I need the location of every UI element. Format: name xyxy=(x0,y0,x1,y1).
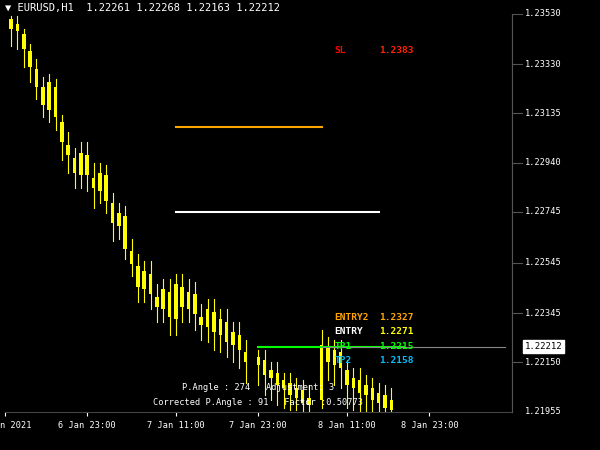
Bar xyxy=(174,284,178,320)
Text: 1.2215: 1.2215 xyxy=(379,342,413,351)
Bar xyxy=(307,398,311,405)
Bar xyxy=(206,309,209,327)
Bar xyxy=(98,173,101,190)
Bar xyxy=(238,335,241,350)
Bar xyxy=(155,297,158,307)
Bar xyxy=(282,380,286,388)
Text: 1.2271: 1.2271 xyxy=(379,327,413,336)
Text: ▼ EURUSD,H1  1.22261 1.22268 1.22163 1.22212: ▼ EURUSD,H1 1.22261 1.22268 1.22163 1.22… xyxy=(5,3,280,13)
Bar xyxy=(67,145,70,155)
Bar xyxy=(35,69,38,87)
Bar xyxy=(161,289,165,309)
Bar xyxy=(352,378,355,388)
Bar xyxy=(130,251,133,264)
Bar xyxy=(257,357,260,365)
Text: 1.23530: 1.23530 xyxy=(525,9,562,18)
Bar xyxy=(231,332,235,345)
Bar xyxy=(187,292,190,309)
Text: ENTRY: ENTRY xyxy=(334,327,363,336)
Bar xyxy=(275,373,279,385)
Text: ENTRY2: ENTRY2 xyxy=(334,313,369,322)
Bar xyxy=(28,51,32,67)
Text: 1.2383: 1.2383 xyxy=(379,46,413,55)
Bar xyxy=(16,23,19,31)
Bar xyxy=(199,317,203,324)
Bar xyxy=(181,287,184,307)
Bar xyxy=(345,370,349,385)
Bar xyxy=(371,388,374,400)
Text: 1.22212: 1.22212 xyxy=(525,342,562,351)
Bar xyxy=(225,322,229,342)
Bar xyxy=(47,82,51,110)
Text: 1.23330: 1.23330 xyxy=(525,59,562,68)
Text: 1.2327: 1.2327 xyxy=(379,313,413,322)
Text: 1.22345: 1.22345 xyxy=(525,309,562,318)
Text: SL: SL xyxy=(334,46,346,55)
Text: 1.22745: 1.22745 xyxy=(525,207,562,216)
Bar xyxy=(117,213,121,226)
Bar xyxy=(104,176,108,201)
Text: Corrected P.Angle : 91   Factor :0.50773: Corrected P.Angle : 91 Factor :0.50773 xyxy=(154,398,364,407)
Bar xyxy=(389,400,393,410)
Bar xyxy=(193,294,197,315)
Bar xyxy=(79,153,83,176)
Bar xyxy=(136,266,140,287)
Text: 1.22150: 1.22150 xyxy=(525,358,562,367)
Bar xyxy=(295,388,298,398)
Bar xyxy=(383,395,387,408)
Bar xyxy=(168,292,172,317)
Text: 1.23135: 1.23135 xyxy=(525,109,562,118)
Bar xyxy=(54,87,57,117)
Bar xyxy=(332,350,336,365)
Bar xyxy=(244,352,247,362)
Bar xyxy=(212,312,216,332)
Bar xyxy=(358,380,361,393)
Bar xyxy=(364,385,368,395)
Text: P.Angle : 274   Adjustment: 3: P.Angle : 274 Adjustment: 3 xyxy=(182,382,334,392)
Bar xyxy=(92,178,95,188)
Bar xyxy=(111,203,115,223)
Text: 1.21955: 1.21955 xyxy=(525,407,562,416)
Bar xyxy=(73,158,76,173)
Bar xyxy=(149,274,152,294)
Bar xyxy=(339,352,343,368)
Bar xyxy=(269,370,273,378)
Text: TP2: TP2 xyxy=(334,356,352,365)
Bar xyxy=(320,345,323,400)
Bar xyxy=(263,360,266,375)
Text: 1.22545: 1.22545 xyxy=(525,258,562,267)
Bar xyxy=(10,18,13,29)
Text: 1.22940: 1.22940 xyxy=(525,158,562,167)
Bar xyxy=(124,216,127,249)
Bar xyxy=(60,122,64,143)
Bar xyxy=(22,34,26,49)
Bar xyxy=(218,320,222,335)
Bar xyxy=(377,393,380,403)
Bar xyxy=(41,87,44,104)
Bar xyxy=(85,155,89,176)
Bar xyxy=(142,271,146,289)
Text: TP1: TP1 xyxy=(334,342,352,351)
Bar xyxy=(326,347,330,362)
Bar xyxy=(301,390,304,403)
Bar xyxy=(288,382,292,395)
Text: 1.2158: 1.2158 xyxy=(379,356,413,365)
